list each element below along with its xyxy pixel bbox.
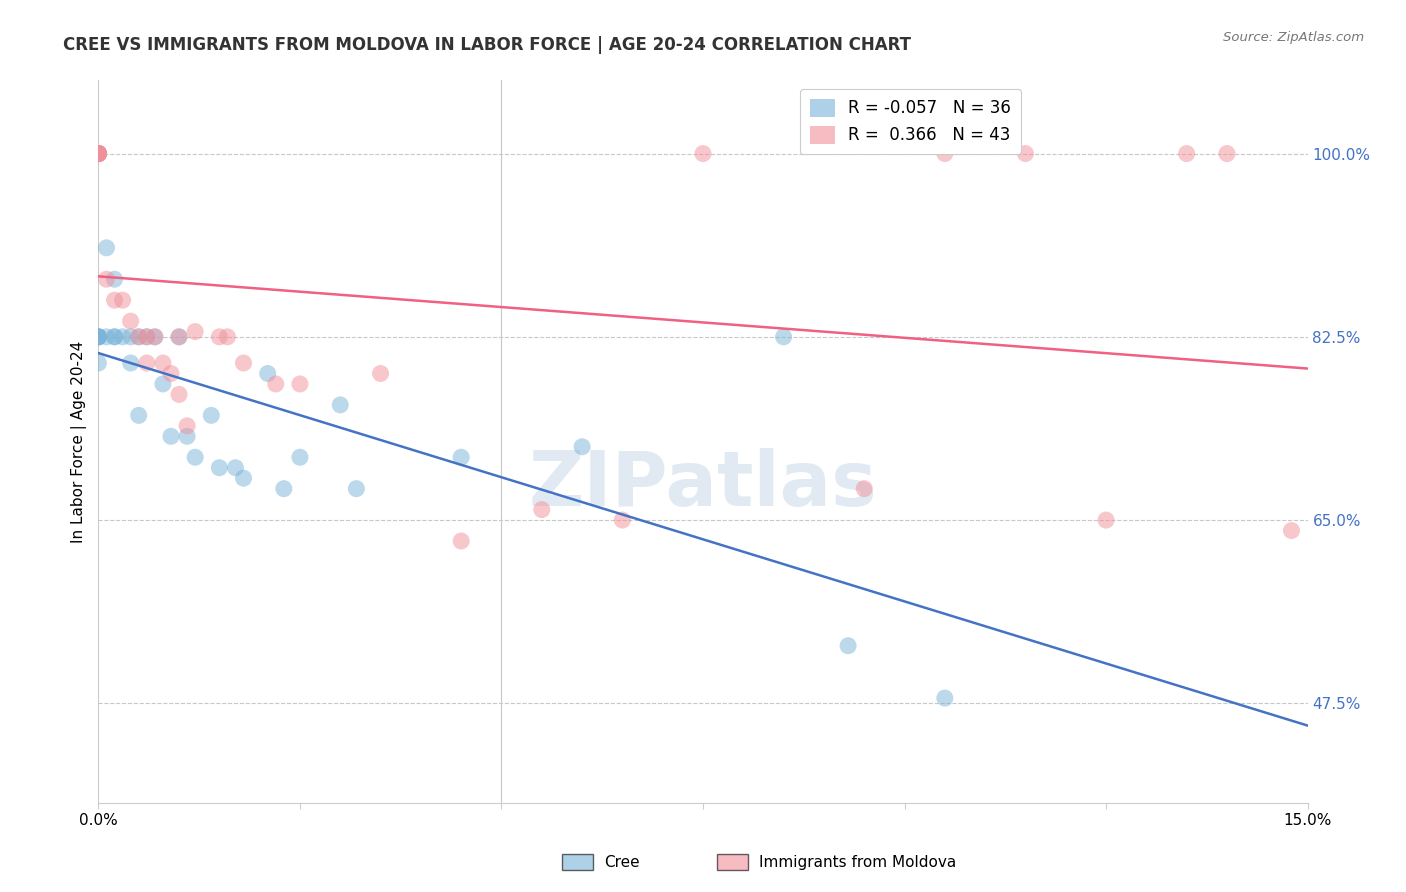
Point — [128, 330, 150, 344]
Text: Cree: Cree — [605, 855, 640, 870]
Point — [152, 376, 174, 391]
Point — [111, 330, 134, 344]
Point — [176, 418, 198, 433]
Point — [571, 440, 593, 454]
Point — [934, 691, 956, 706]
Point — [103, 330, 125, 344]
Point — [143, 330, 166, 344]
Point — [264, 376, 287, 391]
Point — [87, 146, 110, 161]
Point — [135, 330, 157, 344]
Point — [87, 356, 110, 370]
Point — [87, 146, 110, 161]
Point — [96, 241, 118, 255]
Point — [450, 534, 472, 549]
Point — [120, 356, 142, 370]
Point — [288, 450, 311, 465]
Point — [143, 330, 166, 344]
Point — [273, 482, 295, 496]
Point — [120, 330, 142, 344]
Point — [208, 330, 231, 344]
Point — [1281, 524, 1303, 538]
Point — [232, 471, 254, 485]
Point — [152, 356, 174, 370]
Point — [837, 639, 859, 653]
Point — [128, 409, 150, 423]
Point — [87, 146, 110, 161]
Point — [176, 429, 198, 443]
Point — [87, 146, 110, 161]
Point — [184, 325, 207, 339]
Point — [344, 482, 367, 496]
Point — [87, 330, 110, 344]
Point — [160, 367, 183, 381]
Point — [256, 367, 278, 381]
Point — [853, 482, 876, 496]
Point — [135, 356, 157, 370]
Point — [111, 293, 134, 308]
Point — [232, 356, 254, 370]
Point — [1175, 146, 1198, 161]
Text: CREE VS IMMIGRANTS FROM MOLDOVA IN LABOR FORCE | AGE 20-24 CORRELATION CHART: CREE VS IMMIGRANTS FROM MOLDOVA IN LABOR… — [63, 36, 911, 54]
Point — [120, 314, 142, 328]
Point — [87, 146, 110, 161]
Point — [934, 146, 956, 161]
Text: ZIPatlas: ZIPatlas — [529, 448, 877, 522]
Point — [128, 330, 150, 344]
Point — [87, 330, 110, 344]
Point — [103, 330, 125, 344]
Point — [224, 460, 246, 475]
Point — [184, 450, 207, 465]
Legend: R = -0.057   N = 36, R =  0.366   N = 43: R = -0.057 N = 36, R = 0.366 N = 43 — [800, 88, 1021, 154]
Point — [370, 367, 392, 381]
Point — [217, 330, 239, 344]
Point — [96, 330, 118, 344]
Point — [103, 272, 125, 286]
Point — [87, 330, 110, 344]
Point — [450, 450, 472, 465]
Point — [160, 429, 183, 443]
Point — [87, 330, 110, 344]
Point — [96, 272, 118, 286]
Point — [329, 398, 352, 412]
Point — [87, 146, 110, 161]
Point — [1014, 146, 1036, 161]
Point — [87, 146, 110, 161]
Point — [1216, 146, 1239, 161]
Point — [135, 330, 157, 344]
Point — [87, 146, 110, 161]
Point — [612, 513, 634, 527]
Point — [200, 409, 222, 423]
Point — [87, 146, 110, 161]
Point — [167, 330, 190, 344]
Text: Immigrants from Moldova: Immigrants from Moldova — [759, 855, 956, 870]
Y-axis label: In Labor Force | Age 20-24: In Labor Force | Age 20-24 — [72, 341, 87, 542]
Point — [692, 146, 714, 161]
Point — [1095, 513, 1118, 527]
Point — [87, 146, 110, 161]
Point — [87, 146, 110, 161]
Point — [772, 330, 794, 344]
Point — [167, 387, 190, 401]
Point — [87, 146, 110, 161]
Point — [103, 293, 125, 308]
Point — [208, 460, 231, 475]
Point — [167, 330, 190, 344]
Point — [530, 502, 553, 516]
Point — [288, 376, 311, 391]
Text: Source: ZipAtlas.com: Source: ZipAtlas.com — [1223, 31, 1364, 45]
